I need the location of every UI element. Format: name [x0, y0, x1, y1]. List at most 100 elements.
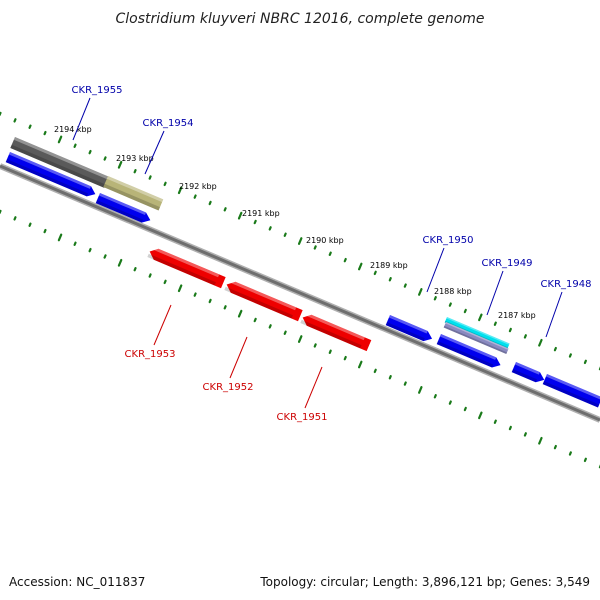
tick-mark-major: [478, 411, 483, 420]
gene-ckr-1955[interactable]: [5, 152, 98, 199]
tick-mark-minor: [268, 324, 272, 329]
tick-mark-minor: [388, 375, 392, 380]
tick-mark-minor: [553, 346, 557, 352]
tick-mark-minor: [493, 419, 497, 424]
tick-mark-major: [57, 135, 63, 144]
leader-ckr-1954: [144, 130, 165, 175]
tick-mark-minor: [103, 254, 107, 259]
leader-ckr-1952: [229, 336, 248, 379]
tick-mark-minor: [43, 130, 47, 136]
tick-mark-minor: [253, 219, 257, 225]
tick-mark-minor: [373, 270, 377, 276]
tick-mark-minor: [148, 175, 152, 180]
gene-label-ckr-1954[interactable]: CKR_1954: [143, 118, 194, 129]
tick-mark-minor: [553, 444, 557, 450]
gene-ckr-1952[interactable]: [224, 279, 303, 322]
tick-mark-minor: [463, 406, 467, 412]
tick-mark-minor: [193, 292, 197, 297]
tick-mark-minor: [388, 277, 392, 282]
gene-label-ckr-1952[interactable]: CKR_1952: [203, 382, 254, 393]
tick-mark-minor: [403, 283, 407, 288]
tick-mark-major: [538, 436, 543, 445]
gene-ckr-1954[interactable]: [95, 193, 153, 225]
gene-label-ckr-1949[interactable]: CKR_1949: [482, 258, 533, 269]
gene-ckr-1951[interactable]: [300, 312, 372, 352]
tick-mark-major: [297, 237, 303, 245]
tick-mark-major: [177, 284, 183, 293]
tick-mark-minor: [43, 228, 47, 234]
tick-mark-major: [57, 233, 63, 242]
tick-mark-minor: [133, 168, 137, 174]
tick-mark-minor: [253, 317, 257, 323]
tick-mark-minor: [208, 298, 212, 304]
tick-mark-minor: [73, 143, 77, 148]
gene-ckr-1948-a[interactable]: [511, 362, 547, 385]
tick-mark-minor: [13, 118, 17, 123]
tick-mark-minor: [28, 124, 32, 129]
tick-label-2188: 2188 kbp: [434, 287, 472, 296]
accession-text: Accession: NC_011837: [9, 575, 145, 589]
leader-ckr-1949: [486, 270, 504, 316]
tick-mark-minor: [568, 353, 572, 358]
tick-mark-major: [418, 288, 423, 296]
tick-mark-minor: [133, 266, 137, 272]
tick-track-upper: [0, 111, 600, 371]
tick-mark-minor: [193, 194, 197, 199]
tick-mark-minor: [523, 432, 527, 437]
tick-label-2189: 2189 kbp: [370, 261, 408, 270]
gene-ckr-1948-b[interactable]: [542, 374, 600, 408]
tick-mark-major: [357, 360, 363, 369]
tick-mark-major: [237, 211, 243, 220]
tick-track-lower: [0, 209, 600, 469]
tick-mark-minor: [508, 327, 512, 333]
feature-ckr-1955-rna[interactable]: [10, 137, 109, 188]
leader-ckr-1951: [304, 366, 323, 409]
backbone: [0, 163, 600, 423]
tick-mark-minor: [328, 349, 332, 355]
tick-mark-minor: [433, 296, 437, 301]
leader-ckr-1950: [426, 247, 445, 293]
tick-mark-minor: [403, 381, 407, 386]
tick-mark-major: [418, 386, 423, 394]
gene-label-ckr-1950[interactable]: CKR_1950: [423, 235, 474, 246]
tick-mark-major: [478, 313, 483, 322]
tick-mark-minor: [88, 247, 92, 253]
gene-label-ckr-1951[interactable]: CKR_1951: [277, 412, 328, 423]
tick-mark-minor: [163, 279, 167, 285]
tick-mark-minor: [313, 343, 317, 348]
tick-mark-minor: [583, 457, 587, 463]
tick-mark-major: [538, 338, 543, 347]
gene-label-ckr-1948[interactable]: CKR_1948: [541, 279, 592, 290]
leader-ckr-1953: [153, 304, 172, 346]
tick-mark-minor: [448, 400, 452, 405]
tick-mark-minor: [283, 232, 287, 237]
tick-mark-minor: [568, 451, 572, 456]
tick-mark-minor: [448, 302, 452, 307]
tick-mark-minor: [463, 308, 467, 314]
gene-labels: CKR_1955 CKR_1954 CKR_1953 CKR_1952 CKR_…: [72, 85, 592, 423]
tick-mark-minor: [28, 222, 32, 227]
gene-ckr-1950[interactable]: [385, 315, 434, 344]
tick-mark-minor: [373, 368, 377, 374]
gene-ckr-1949-shade[interactable]: [443, 322, 509, 355]
gene-ckr-1953[interactable]: [147, 245, 226, 289]
tick-mark-major: [117, 160, 123, 169]
gene-ckr-1949[interactable]: [436, 334, 503, 370]
feature-ckr-1954-rna[interactable]: [103, 176, 164, 211]
tick-label-2193: 2193 kbp: [116, 154, 154, 163]
tick-label-2191: 2191 kbp: [242, 209, 280, 218]
tick-mark-minor: [13, 216, 17, 221]
tick-mark-minor: [493, 321, 497, 326]
tick-mark-minor: [508, 425, 512, 431]
tick-mark-major: [177, 186, 183, 195]
gene-label-ckr-1953[interactable]: CKR_1953: [125, 349, 176, 360]
gene-label-ckr-1955[interactable]: CKR_1955: [72, 85, 123, 96]
tick-mark-minor: [223, 207, 227, 212]
tick-mark-minor: [433, 394, 437, 399]
tick-label-2194: 2194 kbp: [54, 125, 92, 134]
genome-summary-text: Topology: circular; Length: 3,896,121 bp…: [259, 575, 590, 589]
tick-mark-minor: [163, 181, 167, 187]
tick-mark-minor: [328, 251, 332, 257]
tick-mark-minor: [283, 330, 287, 335]
tick-label-2187: 2187 kbp: [498, 311, 536, 320]
